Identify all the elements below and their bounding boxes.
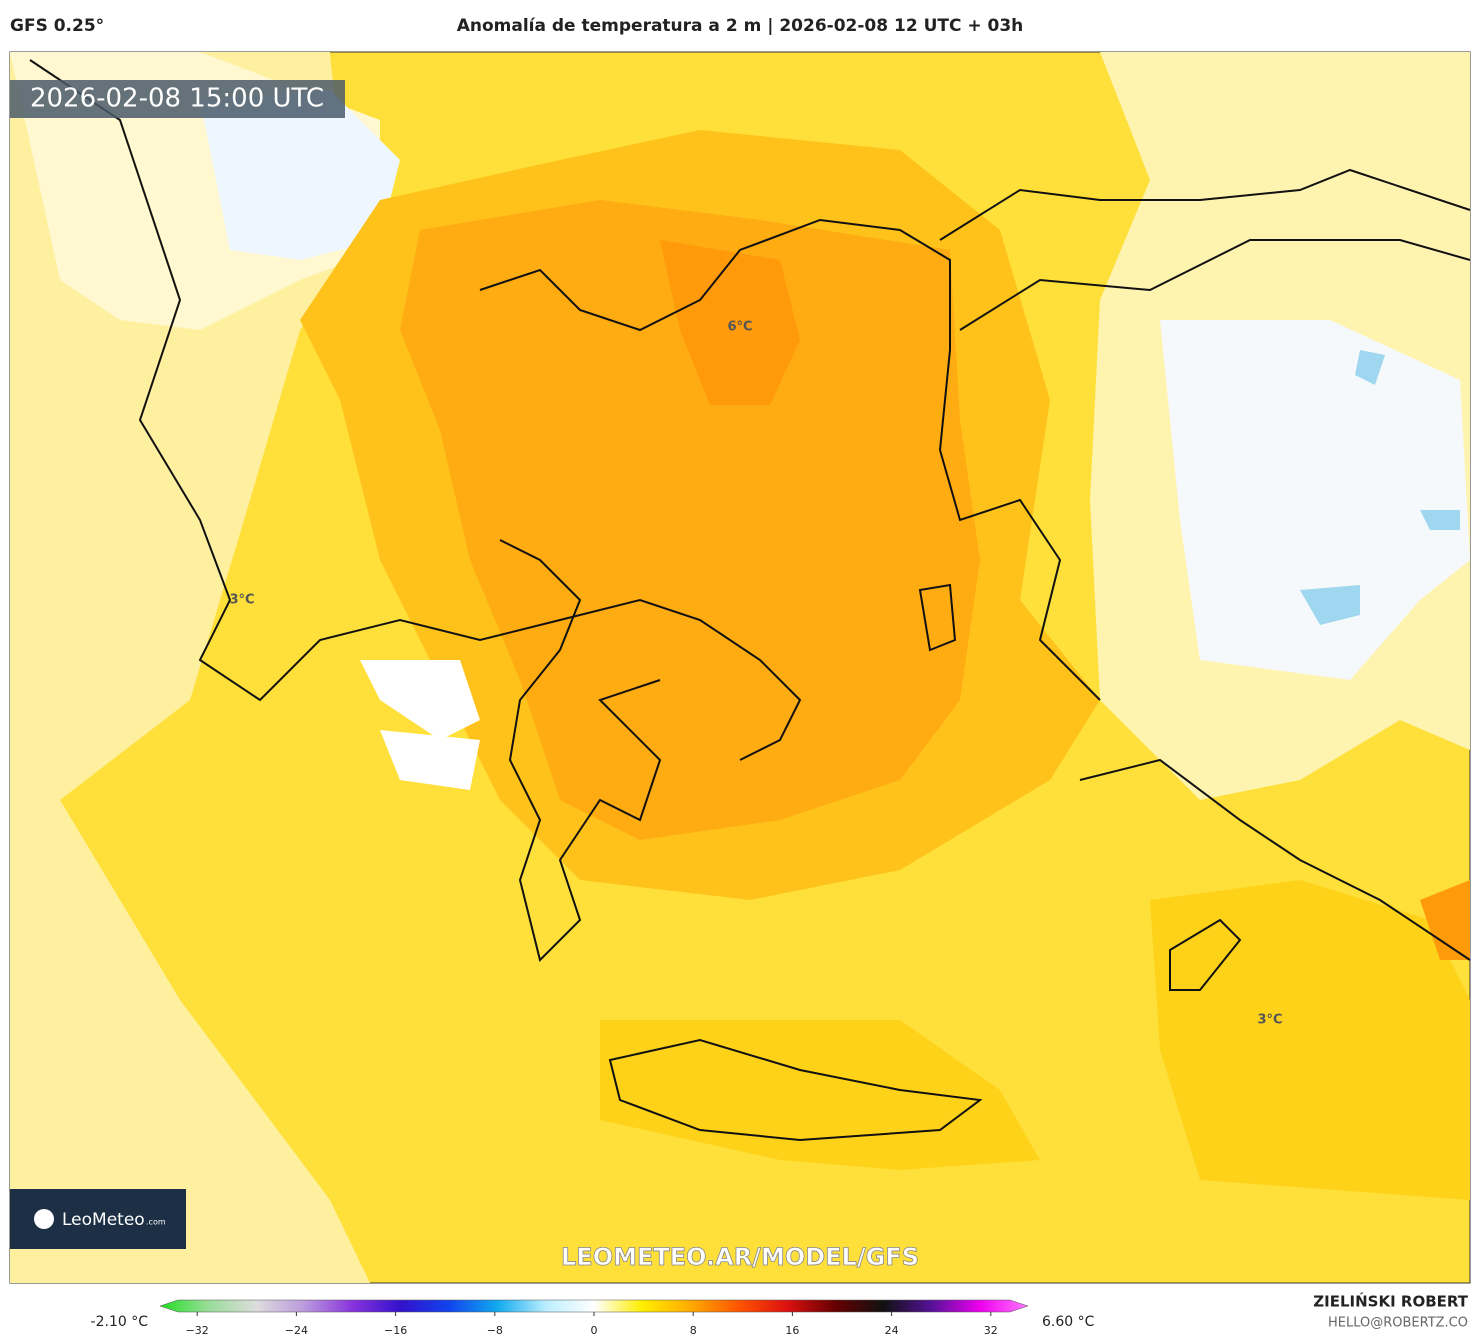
colorbar-tick-label: 16 [785, 1324, 799, 1337]
model-name: GFS 0.25° [10, 16, 104, 36]
map: 2026-02-08 15:00 UTC 6°C 3°C 3°C LeoMete… [9, 51, 1471, 1284]
contact: HELLO@ROBERTZ.CO [1328, 1316, 1468, 1331]
author: ZIELIŃSKI ROBERT [1313, 1292, 1468, 1311]
map-title: Anomalía de temperatura a 2 m | 2026-02-… [457, 16, 1024, 36]
watermark: LEOMETEO.AR/MODEL/GFS [561, 1243, 919, 1271]
colorbar: −32 −24 −16 −8 0 8 16 24 32 [159, 1299, 1029, 1337]
colorbar-tick-label: −24 [285, 1324, 308, 1337]
contour-label: 6°C [727, 320, 752, 335]
contour-label: 3°C [229, 593, 254, 608]
colorbar-tick-label: −32 [186, 1324, 209, 1337]
colorbar-max: 6.60 °C [1042, 1314, 1095, 1330]
colorbar-tick-label: 8 [690, 1324, 697, 1337]
colorbar-min: -2.10 °C [91, 1314, 149, 1330]
colorbar-tick-label: 32 [984, 1324, 998, 1337]
valid-time: 2026-02-08 15:00 UTC [30, 84, 324, 114]
colorbar-tick-label: 24 [885, 1324, 899, 1337]
colorbar-tick-label: 0 [591, 1324, 598, 1337]
colorbar-tick-label: −16 [384, 1324, 407, 1337]
colorbar-tick-label: −8 [487, 1324, 503, 1337]
logo-suffix: .com [146, 1218, 166, 1227]
logo: LeoMeteo [62, 1210, 145, 1230]
contour-label: 3°C [1257, 1013, 1282, 1028]
